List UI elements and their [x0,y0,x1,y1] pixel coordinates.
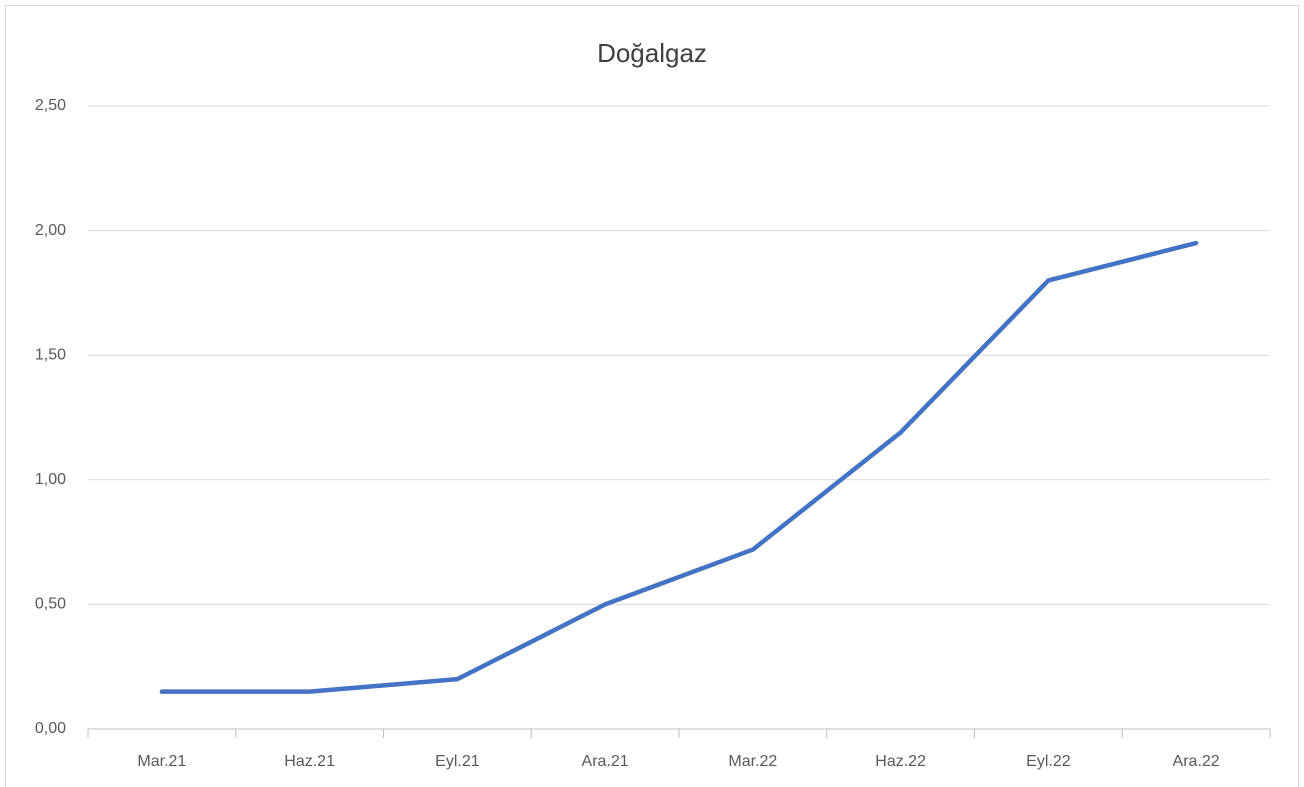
y-tick-label: 2,00 [35,222,66,239]
y-tick-label: 1,50 [35,346,66,363]
y-tick-label: 0,50 [35,596,66,613]
chart-title: Doğalgaz [597,38,707,68]
x-tick-label: Ara.22 [1173,753,1220,770]
x-tick-label: Mar.22 [728,753,777,770]
x-tick-label: Eyl.21 [435,753,480,770]
x-tick-label: Eyl.22 [1026,753,1071,770]
chart-border [5,5,1299,787]
line-series [159,240,1199,694]
x-tick-label: Ara.21 [582,753,629,770]
x-tick-label: Haz.21 [284,753,335,770]
x-tick-label: Mar.21 [137,753,186,770]
x-tick-label: Haz.22 [875,753,926,770]
y-tick-label: 1,00 [35,471,66,488]
y-tick-label: 0,00 [35,720,66,737]
y-tick-label: 2,50 [35,97,66,114]
